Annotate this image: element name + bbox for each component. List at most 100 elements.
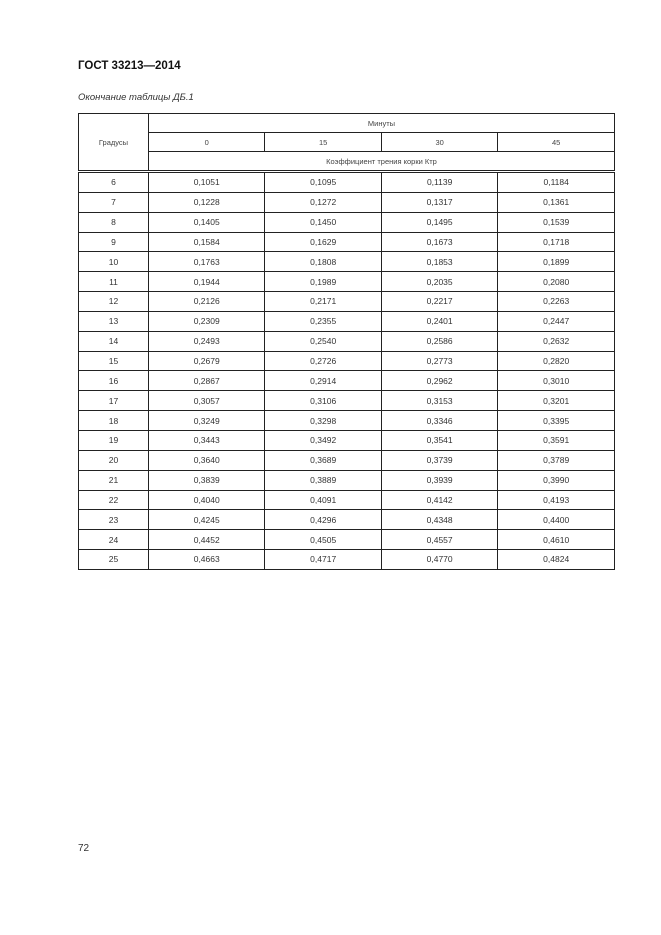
header-minutes: Минуты: [148, 113, 615, 133]
degree-cell: 18: [78, 410, 149, 431]
coefficient-cell: 0,2447: [497, 310, 615, 332]
coefficient-cell: 0,1361: [497, 191, 615, 213]
degree-cell: 22: [78, 489, 149, 511]
coefficient-cell: 0,3298: [264, 410, 382, 431]
coefficient-cell: 0,2263: [497, 291, 615, 312]
table-row: 19 0,3443 0,3492 0,3541 0,3591: [78, 429, 615, 451]
degree-cell: 25: [78, 549, 149, 570]
table-row: 8 0,1405 0,1450 0,1495 0,1539: [78, 211, 615, 233]
degree-cell: 14: [78, 330, 149, 352]
coefficient-cell: 0,3990: [497, 469, 615, 491]
table-row: 24 0,4452 0,4505 0,4557 0,4610: [78, 529, 615, 551]
coefficient-cell: 0,4505: [264, 529, 382, 551]
coefficient-cell: 0,2632: [497, 330, 615, 352]
coefficient-cell: 0,4663: [147, 549, 266, 570]
coefficient-cell: 0,1405: [147, 211, 266, 233]
coefficient-cell: 0,1853: [380, 251, 499, 273]
table-row: 13 0,2309 0,2355 0,2401 0,2447: [78, 310, 615, 332]
coefficient-cell: 0,2171: [264, 291, 382, 312]
coefficient-cell: 0,4610: [497, 529, 615, 551]
table-row: 12 0,2126 0,2171 0,2217 0,2263: [78, 291, 615, 312]
coefficient-cell: 0,1989: [264, 271, 382, 293]
coefficient-cell: 0,2035: [380, 271, 499, 293]
coefficient-cell: 0,4193: [497, 489, 615, 511]
degree-cell: 9: [78, 231, 149, 253]
coefficient-cell: 0,1899: [497, 251, 615, 273]
table-row: 10 0,1763 0,1808 0,1853 0,1899: [78, 251, 615, 273]
table-row: 15 0,2679 0,2726 0,2773 0,2820: [78, 350, 615, 372]
coefficient-cell: 0,2586: [380, 330, 499, 352]
header-minute-value: 30: [380, 132, 499, 152]
coefficient-cell: 0,2217: [380, 291, 499, 312]
degree-cell: 21: [78, 469, 149, 491]
degree-cell: 7: [78, 191, 149, 213]
coefficient-cell: 0,1095: [264, 170, 382, 193]
table-row: 7 0,1228 0,1272 0,1317 0,1361: [78, 191, 615, 213]
degree-cell: 6: [78, 170, 149, 193]
coefficient-cell: 0,1718: [497, 231, 615, 253]
coefficient-cell: 0,3443: [147, 429, 266, 451]
coefficient-cell: 0,3789: [497, 449, 615, 471]
coefficient-cell: 0,2126: [147, 291, 266, 312]
table-row: 21 0,3839 0,3889 0,3939 0,3990: [78, 469, 615, 491]
degree-cell: 10: [78, 251, 149, 273]
coefficient-cell: 0,1051: [147, 170, 266, 193]
coefficient-cell: 0,4717: [264, 549, 382, 570]
coefficient-cell: 0,1228: [147, 191, 266, 213]
page-number: 72: [78, 843, 90, 854]
coefficient-cell: 0,2820: [497, 350, 615, 372]
degree-cell: 23: [78, 509, 149, 531]
degree-cell: 8: [78, 211, 149, 233]
table-row: 23 0,4245 0,4296 0,4348 0,4400: [78, 509, 615, 531]
coefficient-cell: 0,3057: [147, 390, 266, 412]
degree-cell: 24: [78, 529, 149, 551]
coefficient-cell: 0,1944: [147, 271, 266, 293]
coefficient-cell: 0,3201: [497, 390, 615, 412]
coefficient-cell: 0,3492: [264, 429, 382, 451]
coefficient-cell: 0,2726: [264, 350, 382, 372]
table-row: 17 0,3057 0,3106 0,3153 0,3201: [78, 390, 615, 412]
coefficient-cell: 0,4296: [264, 509, 382, 531]
degree-cell: 20: [78, 449, 149, 471]
coefficient-cell: 0,4091: [264, 489, 382, 511]
coefficient-cell: 0,2355: [264, 310, 382, 332]
header-minute-value: 15: [264, 132, 382, 152]
coefficient-cell: 0,1629: [264, 231, 382, 253]
degree-cell: 15: [78, 350, 149, 372]
coefficient-cell: 0,3739: [380, 449, 499, 471]
coefficient-cell: 0,3106: [264, 390, 382, 412]
table-row: 20 0,3640 0,3689 0,3739 0,3789: [78, 449, 615, 471]
coefficient-cell: 0,2773: [380, 350, 499, 372]
coefficient-cell: 0,3153: [380, 390, 499, 412]
degree-cell: 19: [78, 429, 149, 451]
coefficient-cell: 0,4040: [147, 489, 266, 511]
degree-cell: 13: [78, 310, 149, 332]
coefficient-cell: 0,2401: [380, 310, 499, 332]
header-coefficient: Коэффициент трения корки Ктр: [148, 151, 615, 172]
friction-coefficient-table: Градусы Минуты 0 15 30 45 Коэффициент тр…: [78, 113, 615, 570]
table-row: 14 0,2493 0,2540 0,2586 0,2632: [78, 330, 615, 352]
degree-cell: 17: [78, 390, 149, 412]
coefficient-cell: 0,2080: [497, 271, 615, 293]
coefficient-cell: 0,4400: [497, 509, 615, 531]
coefficient-cell: 0,1139: [380, 170, 499, 193]
coefficient-cell: 0,2867: [147, 370, 266, 392]
coefficient-cell: 0,2962: [380, 370, 499, 392]
coefficient-cell: 0,1450: [264, 211, 382, 233]
coefficient-cell: 0,4348: [380, 509, 499, 531]
table-row: 11 0,1944 0,1989 0,2035 0,2080: [78, 271, 615, 293]
coefficient-cell: 0,3939: [380, 469, 499, 491]
coefficient-cell: 0,3591: [497, 429, 615, 451]
table-row: 25 0,4663 0,4717 0,4770 0,4824: [78, 549, 615, 570]
coefficient-cell: 0,1808: [264, 251, 382, 273]
degree-cell: 11: [78, 271, 149, 293]
coefficient-cell: 0,1495: [380, 211, 499, 233]
coefficient-cell: 0,3395: [497, 410, 615, 431]
table-row: 22 0,4040 0,4091 0,4142 0,4193: [78, 489, 615, 511]
coefficient-cell: 0,1184: [497, 170, 615, 193]
coefficient-cell: 0,3541: [380, 429, 499, 451]
degree-cell: 12: [78, 291, 149, 312]
coefficient-cell: 0,1673: [380, 231, 499, 253]
coefficient-cell: 0,3249: [147, 410, 266, 431]
table-row: 9 0,1584 0,1629 0,1673 0,1718: [78, 231, 615, 253]
